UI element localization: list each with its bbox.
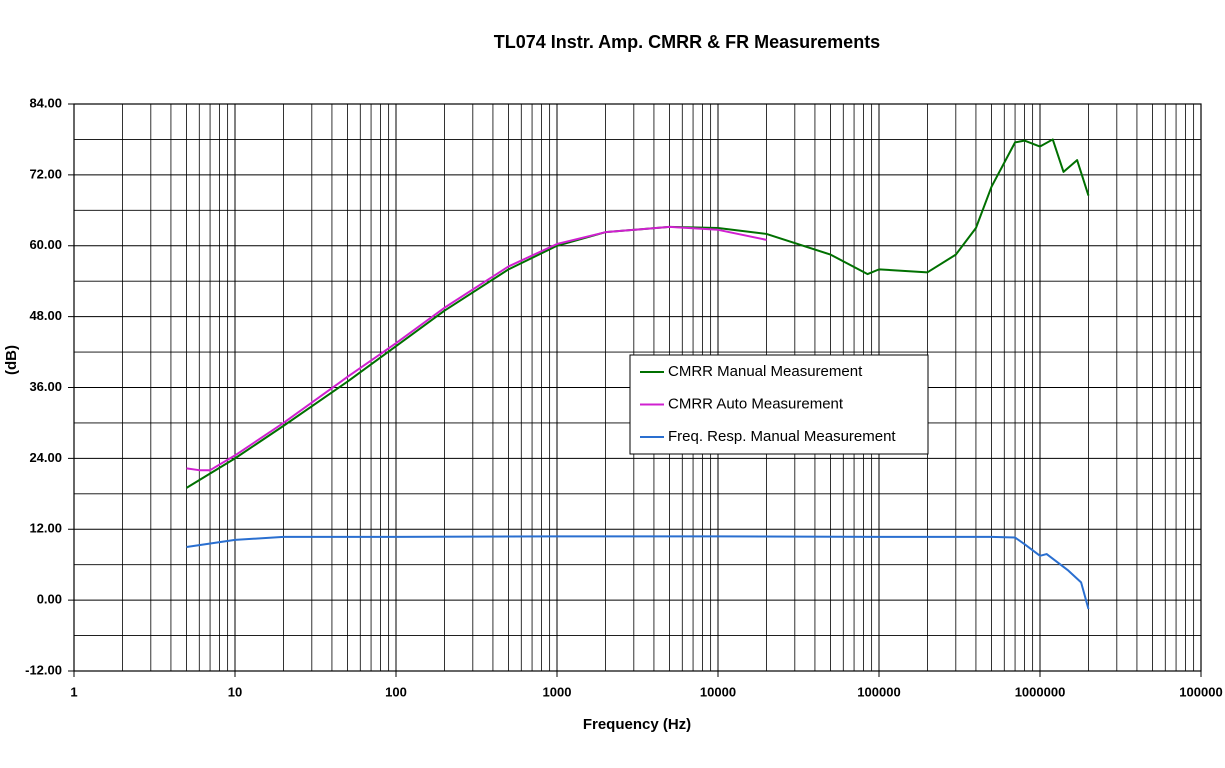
x-tick-label: 100000 (1179, 684, 1222, 699)
series-line (186, 138, 1090, 489)
legend: CMRR Manual Measurement CMRR Auto Measure… (629, 354, 929, 455)
plot-border (73, 103, 1202, 672)
y-tick-label: 24.00 (29, 450, 62, 465)
legend-label: CMRR Manual Measurement (668, 363, 863, 380)
series-line (186, 225, 767, 472)
chart-title: TL074 Instr. Amp. CMRR & FR Measurements (494, 32, 880, 52)
legend-label: CMRR Auto Measurement (668, 395, 844, 412)
y-tick-label: -12.00 (25, 662, 62, 677)
x-tick-label: 100 (385, 684, 407, 699)
x-tick-label: 1000000 (1015, 684, 1066, 699)
y-tick-label: 12.00 (29, 521, 62, 536)
x-tick-label: 10000 (700, 684, 736, 699)
y-axis-label: (dB) (3, 345, 20, 375)
legend-box (629, 354, 929, 455)
y-tick-label: 60.00 (29, 237, 62, 252)
y-tick-label: 36.00 (29, 379, 62, 394)
x-axis-label: Frequency (Hz) (583, 716, 691, 733)
y-tick-label: 48.00 (29, 308, 62, 323)
y-tick-label: 72.00 (29, 166, 62, 181)
x-tick-label: 100000 (857, 684, 900, 699)
y-tick-label: 0.00 (37, 592, 62, 607)
x-tick-label: 10 (228, 684, 242, 699)
series-line (186, 535, 1090, 610)
y-tick-label: 84.00 (29, 95, 62, 110)
x-tick-label: 1000 (543, 684, 572, 699)
x-tick-label: 1 (70, 684, 77, 699)
legend-label: Freq. Resp. Manual Measurement (668, 428, 896, 445)
